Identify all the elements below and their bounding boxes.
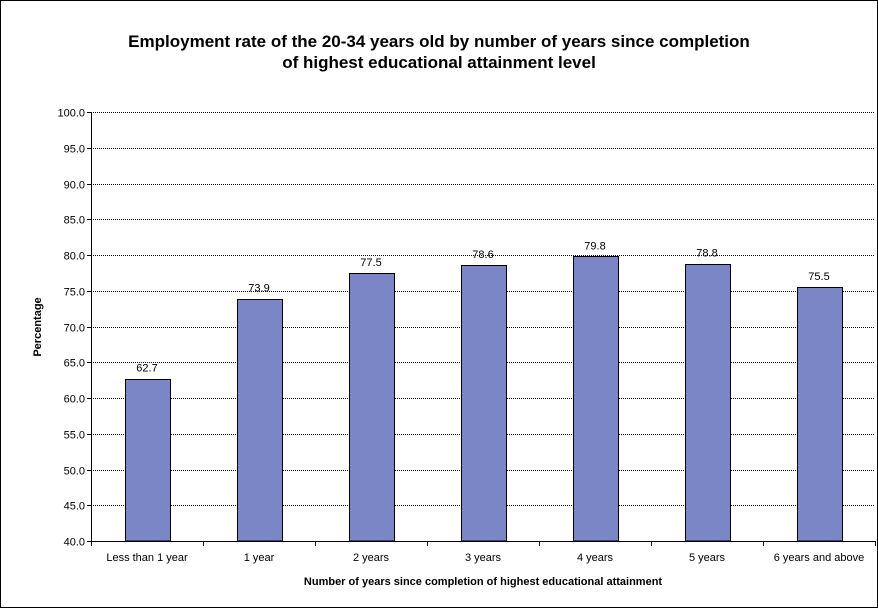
data-label: 79.8 — [584, 240, 605, 252]
bar — [349, 273, 395, 542]
data-label: 73.9 — [248, 283, 269, 295]
y-tick-label: 75.0 — [64, 287, 85, 299]
bar — [573, 256, 619, 542]
y-tick-label: 70.0 — [64, 323, 85, 335]
x-axis-ticks: Less than 1 year 1 year 2 years 3 years 4 ye… — [91, 541, 876, 564]
y-tick-label: 80.0 — [64, 251, 85, 263]
data-label: 78.8 — [696, 248, 717, 260]
y-tick-label: 85.0 — [64, 215, 85, 227]
x-tick-label: 4 years — [577, 552, 614, 564]
y-axis-ticks: 40.0 45.0 50.0 55.0 60.0 65.0 70.0 75.0 80.0 85.0… — [57, 108, 91, 549]
y-tick-label: 60.0 — [64, 394, 85, 406]
x-tick-label: Less than 1 year — [106, 552, 188, 564]
y-tick-label: 100.0 — [57, 108, 85, 120]
y-tick-label: 65.0 — [64, 358, 85, 370]
chart-title-line2: of highest educational attainment level — [282, 53, 596, 72]
y-tick-label: 50.0 — [64, 466, 85, 478]
axes — [91, 112, 875, 542]
data-labels: 62.7 73.9 77.5 78.6 79.8 78.8 75.5 — [136, 240, 829, 374]
data-label: 62.7 — [136, 363, 157, 375]
y-axis-title: Percentage — [32, 297, 44, 356]
x-tick-label: 1 year — [244, 552, 275, 564]
data-label: 75.5 — [808, 271, 829, 283]
y-tick-label: 55.0 — [64, 430, 85, 442]
y-tick-label: 45.0 — [64, 501, 85, 513]
chart-title-line1: Employment rate of the 20-34 years old b… — [128, 32, 750, 51]
bar — [461, 265, 507, 542]
x-tick-label: 6 years and above — [774, 552, 865, 564]
y-tick-label: 40.0 — [64, 537, 85, 549]
bar — [237, 299, 283, 542]
bar — [797, 287, 843, 542]
data-label: 78.6 — [472, 249, 493, 261]
y-tick-label: 95.0 — [64, 144, 85, 156]
y-tick-label: 90.0 — [64, 180, 85, 192]
bars — [125, 256, 843, 542]
x-tick-label: 2 years — [353, 552, 390, 564]
x-tick-label: 5 years — [689, 552, 726, 564]
bar — [685, 264, 731, 542]
data-label: 77.5 — [360, 257, 381, 269]
x-tick-label: 3 years — [465, 552, 502, 564]
x-axis-title: Number of years since completion of high… — [304, 576, 663, 588]
bar — [125, 379, 171, 542]
